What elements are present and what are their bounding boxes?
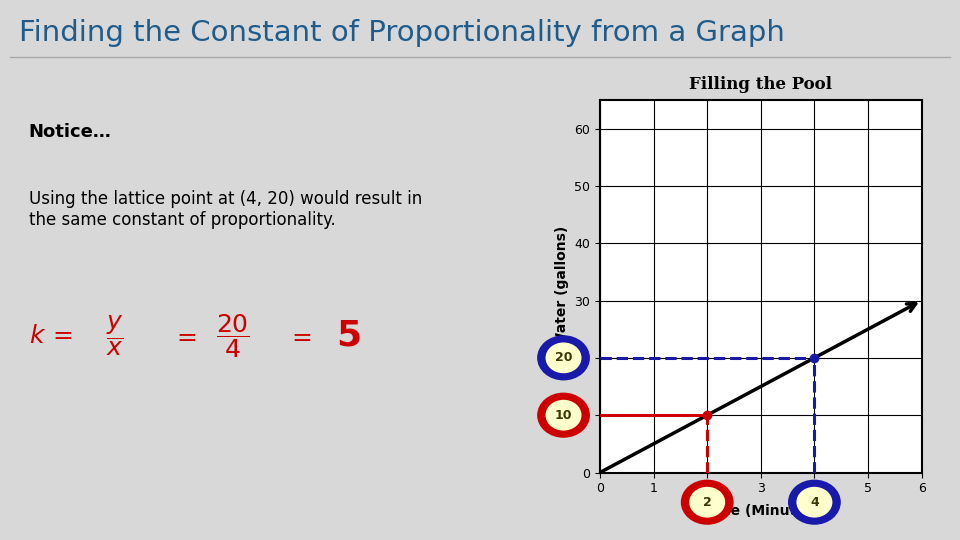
Text: Using the lattice point at (4, 20) would result in
the same constant of proporti: Using the lattice point at (4, 20) would… [29, 190, 422, 228]
Text: $k\,=\,$: $k\,=\,$ [29, 324, 72, 348]
Text: $\dfrac{y}{x}$: $\dfrac{y}{x}$ [106, 314, 123, 358]
Y-axis label: Water (gallons): Water (gallons) [555, 226, 568, 347]
X-axis label: Time (Minutes): Time (Minutes) [702, 504, 820, 517]
Text: $\,=\,$: $\,=\,$ [283, 324, 312, 348]
Text: 20: 20 [555, 352, 572, 365]
Text: $\dfrac{20}{4}$: $\dfrac{20}{4}$ [216, 312, 250, 360]
Text: 10: 10 [555, 409, 572, 422]
Text: Finding the Constant of Proportionality from a Graph: Finding the Constant of Proportionality … [19, 19, 785, 47]
Text: $\,=\,$: $\,=\,$ [168, 324, 197, 348]
Text: 4: 4 [810, 496, 819, 509]
Text: Notice…: Notice… [29, 123, 111, 141]
Title: Filling the Pool: Filling the Pool [689, 76, 832, 93]
Text: $\mathbf{5}$: $\mathbf{5}$ [336, 319, 361, 353]
Text: 2: 2 [703, 496, 711, 509]
